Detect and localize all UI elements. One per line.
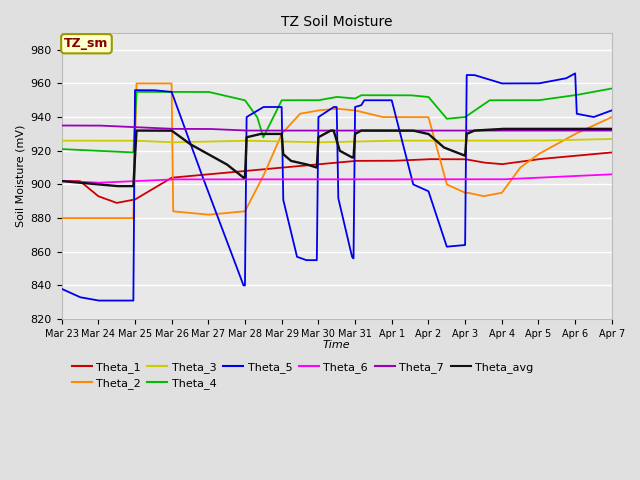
Theta_5 bbox=[608, 108, 616, 113]
Line: Theta_7: Theta_7 bbox=[61, 125, 612, 131]
Theta_avg bbox=[383, 128, 391, 133]
Theta_avg bbox=[408, 128, 415, 133]
Theta_4 bbox=[408, 93, 415, 98]
Theta_6 bbox=[383, 177, 391, 182]
Theta_avg bbox=[257, 131, 265, 137]
Theta_3 bbox=[466, 138, 474, 144]
X-axis label: Time: Time bbox=[323, 340, 351, 350]
Theta_6 bbox=[495, 177, 503, 182]
Theta_avg bbox=[495, 126, 503, 132]
Theta_6 bbox=[85, 180, 93, 185]
Theta_avg bbox=[498, 126, 506, 132]
Theta_3 bbox=[383, 138, 391, 144]
Theta_5 bbox=[495, 80, 503, 85]
Text: TZ_sm: TZ_sm bbox=[64, 37, 109, 50]
Theta_2 bbox=[58, 215, 65, 221]
Theta_7 bbox=[241, 128, 249, 133]
Theta_3 bbox=[608, 136, 616, 142]
Theta_7 bbox=[58, 122, 65, 128]
Theta_4 bbox=[383, 92, 391, 98]
Line: Theta_6: Theta_6 bbox=[61, 174, 612, 183]
Theta_6 bbox=[257, 177, 265, 182]
Theta_1 bbox=[466, 157, 474, 163]
Theta_7 bbox=[466, 128, 474, 133]
Line: Theta_3: Theta_3 bbox=[61, 139, 612, 143]
Line: Theta_4: Theta_4 bbox=[61, 88, 612, 153]
Theta_2 bbox=[608, 114, 616, 120]
Legend: Theta_1, Theta_2, Theta_3, Theta_4, Theta_5, Theta_6, Theta_7, Theta_avg: Theta_1, Theta_2, Theta_3, Theta_4, Thet… bbox=[67, 358, 538, 394]
Theta_7 bbox=[495, 128, 503, 133]
Line: Theta_avg: Theta_avg bbox=[61, 129, 612, 186]
Theta_1 bbox=[85, 186, 93, 192]
Theta_4 bbox=[58, 146, 65, 152]
Title: TZ Soil Moisture: TZ Soil Moisture bbox=[281, 15, 392, 29]
Theta_1 bbox=[495, 161, 503, 167]
Theta_5 bbox=[572, 71, 579, 76]
Theta_6 bbox=[408, 177, 415, 182]
Theta_5 bbox=[58, 286, 65, 292]
Theta_avg bbox=[58, 178, 65, 184]
Theta_5 bbox=[95, 298, 102, 303]
Theta_2 bbox=[495, 191, 503, 196]
Theta_5 bbox=[408, 174, 415, 180]
Theta_4 bbox=[257, 126, 265, 132]
Theta_2 bbox=[257, 178, 265, 184]
Theta_avg bbox=[608, 126, 616, 132]
Theta_3 bbox=[257, 138, 264, 144]
Theta_2 bbox=[85, 215, 93, 221]
Theta_4 bbox=[129, 150, 137, 156]
Theta_7 bbox=[85, 122, 93, 128]
Theta_5 bbox=[383, 97, 391, 103]
Y-axis label: Soil Moisture (mV): Soil Moisture (mV) bbox=[15, 125, 25, 227]
Theta_2 bbox=[466, 190, 474, 196]
Theta_avg bbox=[85, 180, 93, 186]
Theta_3 bbox=[85, 138, 93, 144]
Theta_2 bbox=[383, 114, 391, 120]
Line: Theta_1: Theta_1 bbox=[61, 153, 612, 203]
Theta_2 bbox=[132, 81, 140, 86]
Theta_7 bbox=[257, 128, 265, 133]
Theta_7 bbox=[608, 128, 616, 133]
Theta_5 bbox=[257, 106, 265, 111]
Theta_4 bbox=[466, 111, 474, 117]
Theta_4 bbox=[85, 147, 93, 153]
Theta_1 bbox=[58, 178, 65, 184]
Theta_1 bbox=[257, 167, 265, 172]
Theta_5 bbox=[466, 72, 474, 78]
Theta_6 bbox=[58, 178, 65, 184]
Line: Theta_5: Theta_5 bbox=[61, 73, 612, 300]
Theta_3 bbox=[58, 138, 65, 144]
Theta_1 bbox=[408, 157, 415, 163]
Theta_1 bbox=[113, 200, 120, 206]
Theta_7 bbox=[408, 128, 415, 133]
Theta_6 bbox=[608, 171, 616, 177]
Theta_2 bbox=[408, 114, 415, 120]
Theta_avg bbox=[113, 183, 120, 189]
Theta_4 bbox=[608, 85, 616, 91]
Theta_4 bbox=[495, 97, 503, 103]
Theta_5 bbox=[85, 296, 93, 302]
Theta_1 bbox=[383, 158, 391, 164]
Theta_6 bbox=[466, 177, 474, 182]
Theta_6 bbox=[94, 180, 102, 186]
Theta_3 bbox=[314, 140, 322, 145]
Theta_1 bbox=[608, 150, 616, 156]
Theta_3 bbox=[408, 138, 415, 144]
Theta_7 bbox=[383, 128, 391, 133]
Line: Theta_2: Theta_2 bbox=[61, 84, 612, 218]
Theta_3 bbox=[495, 138, 503, 144]
Theta_avg bbox=[466, 130, 474, 135]
